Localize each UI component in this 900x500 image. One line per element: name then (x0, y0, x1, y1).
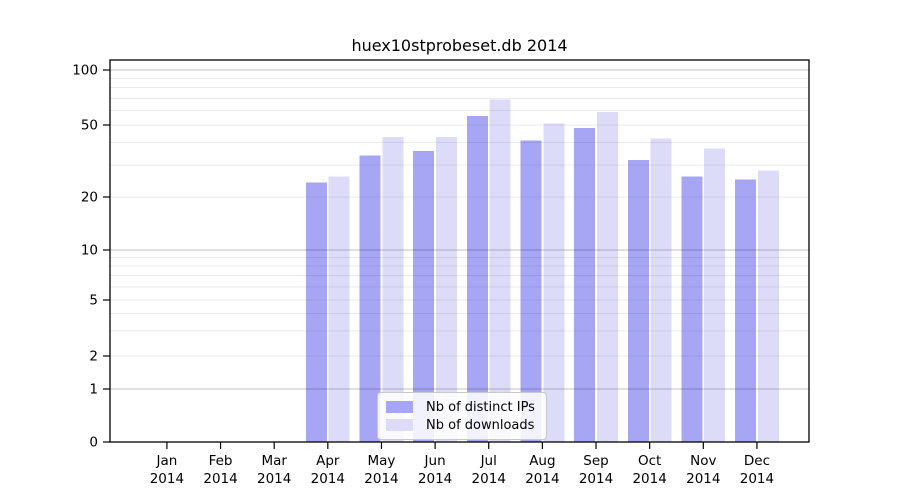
y-tick-label-50: 50 (81, 118, 98, 134)
y-tick-label-5: 5 (89, 293, 98, 309)
legend-item-downloads: Nb of downloads (386, 416, 546, 434)
bar-apr-ips (305, 182, 327, 443)
year-label-jun: 2014 (418, 471, 452, 487)
year-label-may: 2014 (364, 471, 398, 487)
plot-frame (109, 59, 810, 443)
month-label-sep: Sep (583, 453, 608, 469)
y-tick-label-2: 2 (89, 349, 98, 365)
legend-item-distinct-ips: Nb of distinct IPs (386, 398, 546, 416)
y-tick-label-100: 100 (72, 63, 98, 79)
bar-jul-downloads (489, 99, 511, 443)
bar-may-ips (359, 155, 381, 443)
month-label-jun: Jun (424, 453, 446, 469)
year-label-sep: 2014 (579, 471, 613, 487)
year-label-apr: 2014 (311, 471, 345, 487)
month-label-aug: Aug (529, 453, 555, 469)
legend-swatch-distinct-ips (386, 401, 413, 413)
y-tick-label-10: 10 (81, 243, 98, 259)
month-label-feb: Feb (209, 453, 233, 469)
legend-swatch-downloads (386, 419, 413, 431)
y-tick-label-0: 0 (89, 435, 98, 451)
month-label-oct: Oct (638, 453, 661, 469)
bar-jun-ips (413, 150, 435, 442)
bar-sep-downloads (596, 111, 618, 442)
month-label-jul: Jul (480, 453, 497, 469)
year-label-feb: 2014 (203, 471, 237, 487)
legend-label: Nb of downloads (426, 417, 535, 433)
bar-jul-ips (466, 116, 488, 442)
bar-may-downloads (382, 136, 404, 442)
bar-jun-downloads (436, 136, 457, 442)
bar-nov-ips (681, 176, 703, 442)
bar-aug-ips (520, 140, 542, 442)
bar-sep-ips (574, 128, 596, 442)
bar-nov-downloads (704, 148, 726, 442)
bar-apr-downloads (328, 176, 350, 442)
y-tick-label-20: 20 (81, 190, 98, 206)
legend: Nb of distinct IPs Nb of downloads (377, 392, 547, 440)
month-label-jan: Jan (155, 453, 177, 469)
month-label-dec: Dec (744, 453, 770, 469)
bar-dec-ips (735, 179, 757, 443)
month-label-mar: Mar (261, 453, 287, 469)
year-label-aug: 2014 (525, 471, 559, 487)
bar-dec-downloads (757, 170, 779, 442)
bar-oct-ips (627, 160, 649, 442)
year-label-oct: 2014 (632, 471, 666, 487)
bar-oct-downloads (650, 138, 672, 442)
bar-aug-downloads (543, 123, 565, 442)
month-label-nov: Nov (690, 453, 716, 469)
year-label-jan: 2014 (150, 471, 184, 487)
legend-label: Nb of distinct IPs (426, 399, 535, 415)
year-label-dec: 2014 (740, 471, 774, 487)
year-label-nov: 2014 (686, 471, 720, 487)
month-label-apr: Apr (316, 453, 340, 469)
chart-title: huex10stprobeset.db 2014 (351, 36, 568, 55)
month-label-may: May (367, 453, 395, 469)
y-tick-label-1: 1 (89, 382, 98, 398)
year-label-mar: 2014 (257, 471, 291, 487)
year-label-jul: 2014 (472, 471, 506, 487)
